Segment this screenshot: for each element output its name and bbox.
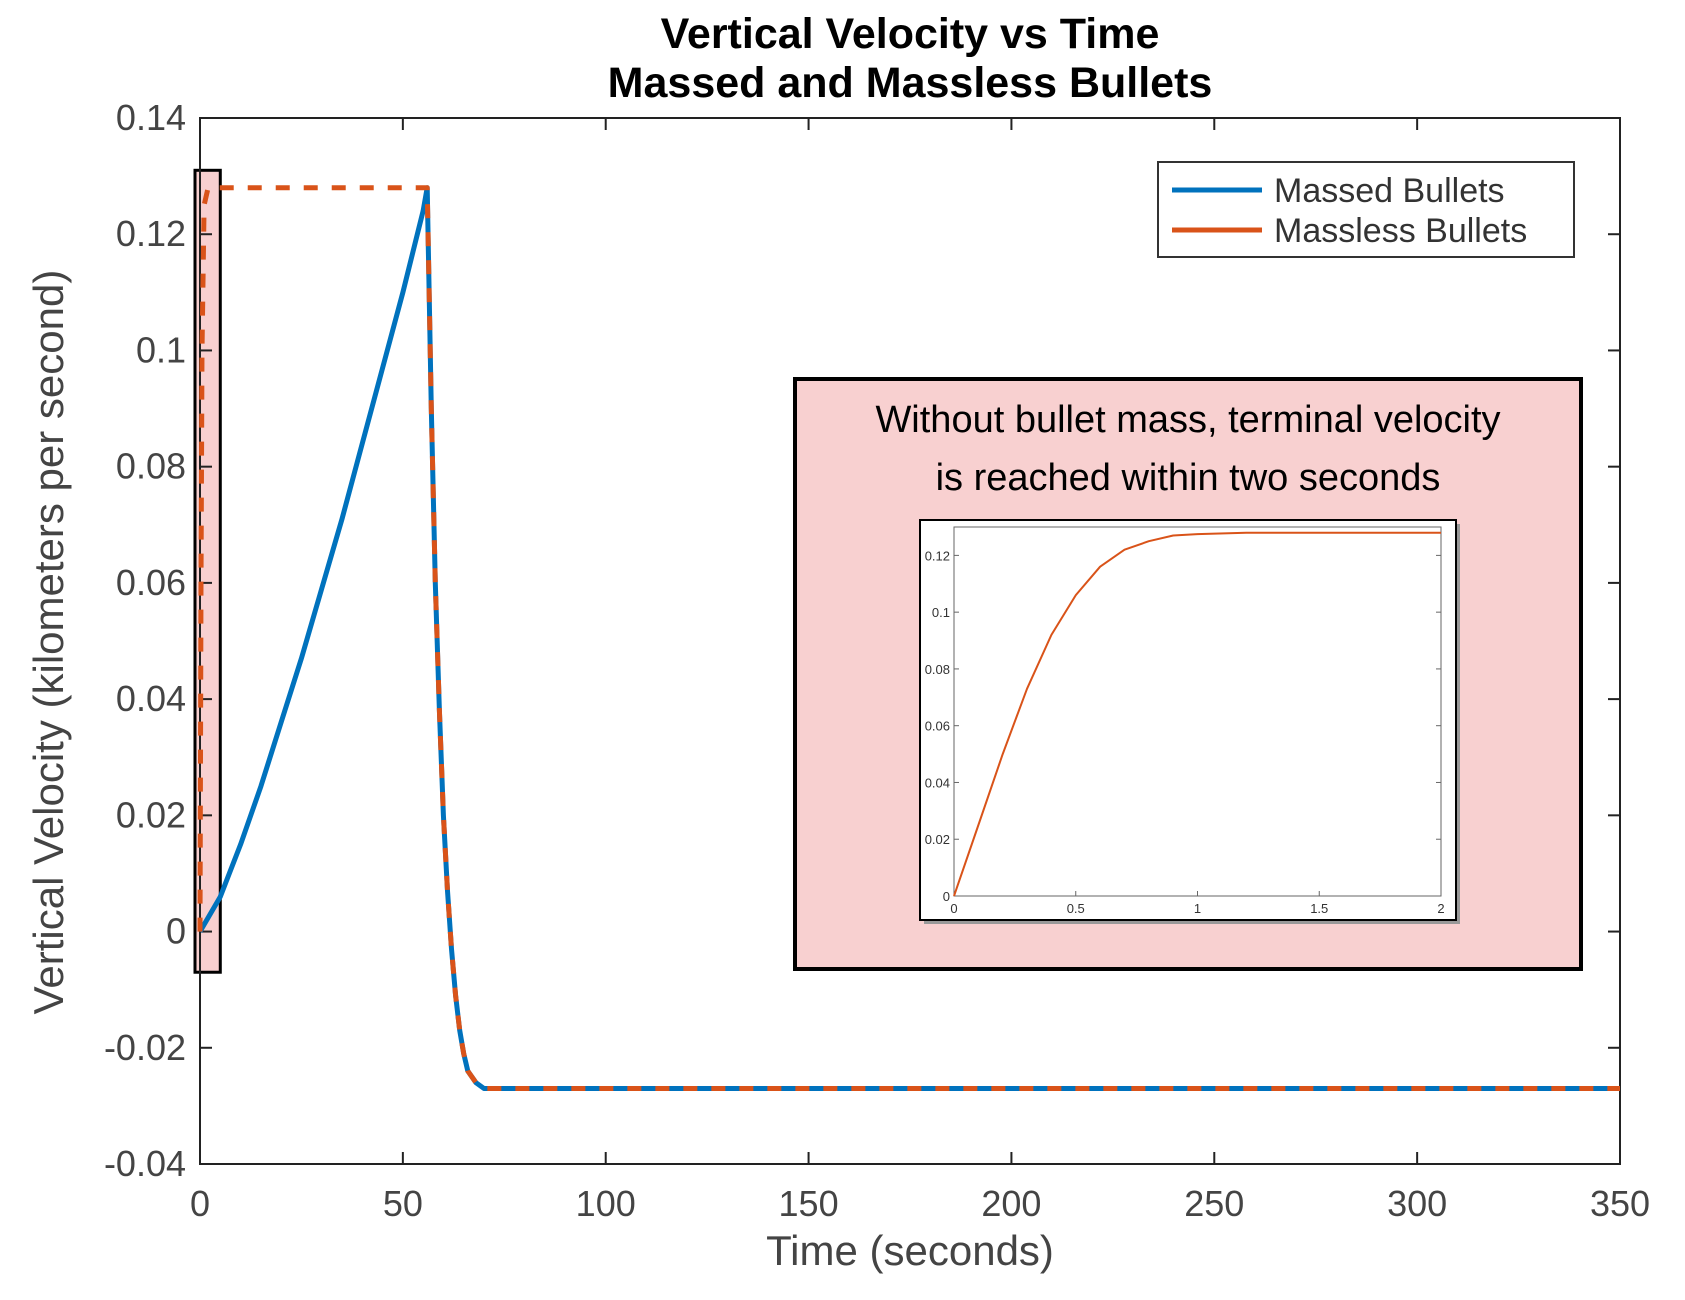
inset-y-tick-label: 0	[943, 889, 950, 904]
y-tick-label: 0.08	[116, 446, 186, 487]
legend-box	[1157, 161, 1575, 258]
axis-ticks: 0 50 100 150 200 250 300 350-0.04-0.0200.020.04…	[104, 97, 1650, 1224]
y-tick-label: 0	[166, 911, 186, 952]
x-tick-label: 200	[981, 1183, 1041, 1224]
annotation: Without bullet mass, terminal velocity i…	[793, 377, 1583, 971]
x-tick-label: 350	[1590, 1183, 1650, 1224]
inset-x-tick-label: 1.5	[1310, 901, 1328, 916]
x-tick-label: 300	[1387, 1183, 1447, 1224]
inset-x-tick-label: 0.5	[1067, 901, 1085, 916]
y-tick-label: 0.04	[116, 678, 186, 719]
inset-y-tick-label: 0.12	[925, 548, 950, 563]
y-tick-label: 0.14	[116, 97, 186, 138]
legend-label-massed: Massed Bullets	[1274, 172, 1505, 210]
inset-x-tick-label: 0	[950, 901, 957, 916]
y-tick-label: -0.02	[104, 1027, 186, 1068]
highlight-region	[193, 168, 222, 974]
inset-y-tick-label: 0.08	[925, 662, 950, 677]
y-axis-label: Vertical Velocity (kilometers per second…	[25, 270, 72, 1015]
annotation-text-line-1: Without bullet mass, terminal velocity	[875, 399, 1500, 441]
inset-x-tick-label: 2	[1437, 901, 1444, 916]
series-line-massless-bullets	[197, 185, 1620, 1091]
legend-label-massless: Massless Bullets	[1274, 212, 1527, 250]
series-layer	[197, 185, 1620, 1091]
x-tick-label: 50	[383, 1183, 423, 1224]
chart-title-line-1: Vertical Velocity vs Time	[661, 10, 1160, 58]
inset-y-tick-label: 0.02	[925, 832, 950, 847]
x-tick-label: 0	[190, 1183, 210, 1224]
inset-y-tick-label: 0.04	[925, 775, 950, 790]
x-tick-label: 250	[1184, 1183, 1244, 1224]
y-tick-label: 0.1	[136, 329, 186, 370]
legend: Massed Bullets Massless Bullets	[1157, 161, 1575, 258]
inset-axis-ticks: 0 0.5 1 1.5 2 0 0.02 0.04 0.06 0.08 0.1 0.12	[925, 548, 1445, 916]
series-line-massed-bullets	[197, 185, 1620, 1091]
y-tick-label: 0.06	[116, 562, 186, 603]
inset-x-tick-label: 1	[1194, 901, 1201, 916]
y-tick-label: 0.02	[116, 794, 186, 835]
y-tick-label: 0.12	[116, 213, 186, 254]
inset-y-tick-label: 0.06	[925, 719, 950, 734]
x-tick-label: 100	[576, 1183, 636, 1224]
inset-series-line-massless-bullets	[953, 531, 1441, 897]
inset-panel	[919, 519, 1457, 921]
inset-y-tick-label: 0.1	[932, 605, 950, 620]
x-tick-label: 150	[779, 1183, 839, 1224]
x-axis-label: Time (seconds)	[766, 1227, 1054, 1274]
inset-series-layer	[953, 531, 1441, 897]
chart-title-line-2: Massed and Massless Bullets	[608, 59, 1213, 107]
annotation-text-line-2: is reached within two seconds	[936, 457, 1441, 499]
y-tick-label: -0.04	[104, 1143, 186, 1184]
